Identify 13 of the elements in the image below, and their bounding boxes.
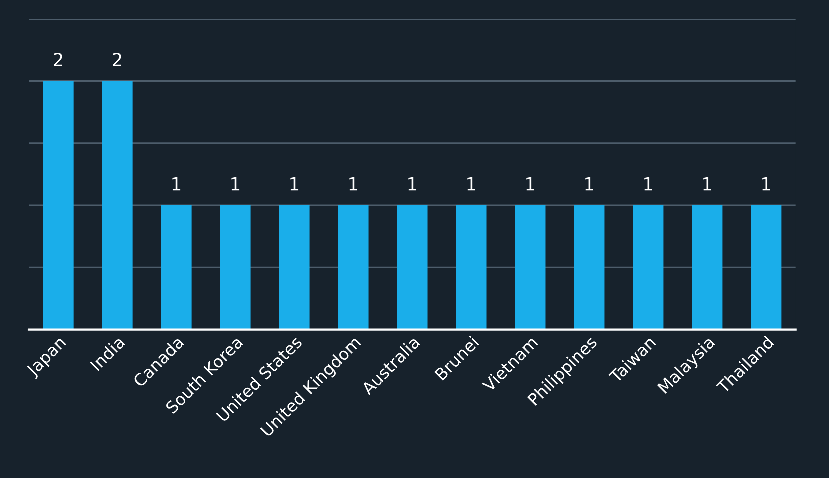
data-label: 1 [290,178,299,191]
data-label: 1 [526,178,534,191]
data-label: 2 [54,52,62,66]
data-label: 1 [762,178,770,191]
data-label: 1 [468,178,476,191]
data-label: 1 [350,178,358,191]
data-label: 1 [232,178,240,191]
data-label: 1 [704,178,712,191]
data-label: 1 [586,178,594,191]
data-label: 1 [408,178,417,191]
data-label: 1 [172,178,181,191]
data-label: 1 [644,178,652,191]
data-label: 2 [113,52,122,66]
